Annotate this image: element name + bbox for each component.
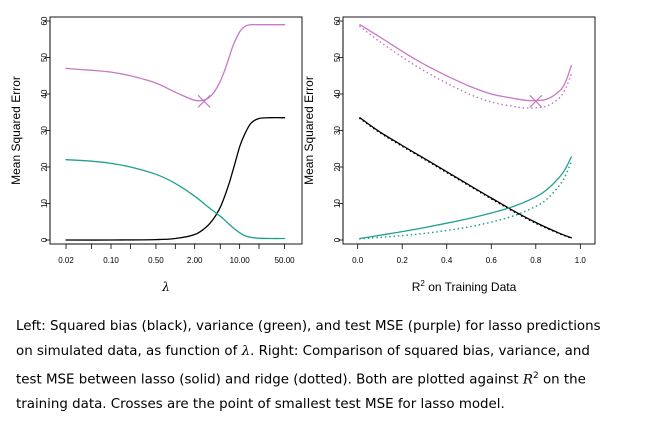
left-min-mse-cross-marker [197, 94, 211, 108]
caption-line-3: test MSE between lasso (solid) and ridge… [16, 364, 656, 392]
caption-r-sup: 2 [533, 371, 539, 381]
left-y-tick-label: 30 [40, 126, 49, 135]
left-y-tick-label: 0 [40, 237, 49, 242]
right-x-tick-label: 0.6 [486, 256, 498, 265]
left-plot-frame [49, 16, 303, 245]
caption-line-2-a: on simulated data, as function of [16, 344, 242, 359]
left-x-tick-label: 50.00 [275, 256, 296, 265]
x-axis-label-rest: on Training Data [425, 280, 517, 294]
right-x-tick-label: 0.4 [441, 256, 453, 265]
left-series-test-mse [65, 23, 286, 102]
right-y-tick-label: 50 [333, 53, 342, 62]
right-y-tick-label: 10 [333, 199, 342, 208]
right-x-tick-label: 0.0 [352, 256, 364, 265]
left-y-axis-label: Mean Squared Error [9, 76, 23, 185]
caption-line-3-b: on the [538, 372, 586, 388]
left-y-tick-label: 60 [40, 16, 49, 25]
caption-line-3-a: test MSE between lasso (solid) and ridge… [16, 372, 523, 388]
right-series-ridge-test-mse [359, 25, 573, 109]
x-axis-label-r: R [412, 280, 421, 294]
caption-line-2-b: . Right: Comparison of squared bias, var… [250, 344, 590, 359]
right-series-lasso-test-mse [359, 24, 573, 102]
left-x-axis-label: λ [161, 280, 170, 294]
right-cross-stroke-b [529, 94, 543, 108]
left-series-squared-bias [65, 117, 286, 241]
right-plot-frame [342, 16, 596, 245]
right-min-mse-cross-marker [529, 94, 543, 108]
caption-line-4: training data. Crosses are the point of … [16, 397, 505, 413]
caption-lambda: λ [241, 344, 251, 359]
left-cross-stroke-b [197, 94, 211, 108]
right-y-tick-label: 30 [333, 126, 342, 135]
caption-line-2: on simulated data, as function of λ. Rig… [16, 339, 656, 364]
right-series-ridge-variance [359, 160, 573, 240]
x-axis-label-sup: 2 [420, 279, 425, 288]
right-series-lasso-variance [359, 156, 573, 240]
caption-r: R [522, 372, 533, 388]
caption-line-1: Left: Squared bias (black), variance (gr… [16, 319, 601, 334]
caption: Left: Squared bias (black), variance (gr… [16, 314, 656, 417]
left-y-tick-label: 10 [40, 199, 49, 208]
right-y-axis-label: Mean Squared Error [302, 76, 316, 185]
left-x-tick-label: 0.50 [148, 256, 164, 265]
left-x-tick-label: 2.00 [187, 256, 203, 265]
right-series-ridge-squared-bias [359, 117, 573, 239]
left-panel: 0 10 20 30 40 50 60 Mean Squared Error 0.02 0.10 0… [9, 16, 303, 294]
right-x-tick-label: 0.2 [397, 256, 409, 265]
left-y-tick-label: 40 [40, 89, 49, 98]
left-x-tick-label: 10.00 [230, 256, 251, 265]
right-y-tick-label: 0 [333, 237, 342, 242]
right-y-tick-label: 20 [333, 162, 342, 171]
right-x-tick-label: 1.0 [575, 256, 587, 265]
left-x-tick-label: 0.02 [58, 256, 74, 265]
right-panel: 0 10 20 30 40 50 60 Mean Squared Error 0.0 0.2 0.4… [302, 16, 596, 294]
left-x-tick-label: 0.10 [103, 256, 119, 265]
left-y-tick-label: 20 [40, 162, 49, 171]
left-y-tick-label: 50 [40, 53, 49, 62]
right-y-tick-label: 40 [333, 89, 342, 98]
right-y-tick-label: 60 [333, 16, 342, 25]
right-x-tick-label: 0.8 [530, 256, 542, 265]
right-x-axis-label: R2 on Training Data [412, 279, 517, 294]
left-series-variance [65, 159, 286, 240]
